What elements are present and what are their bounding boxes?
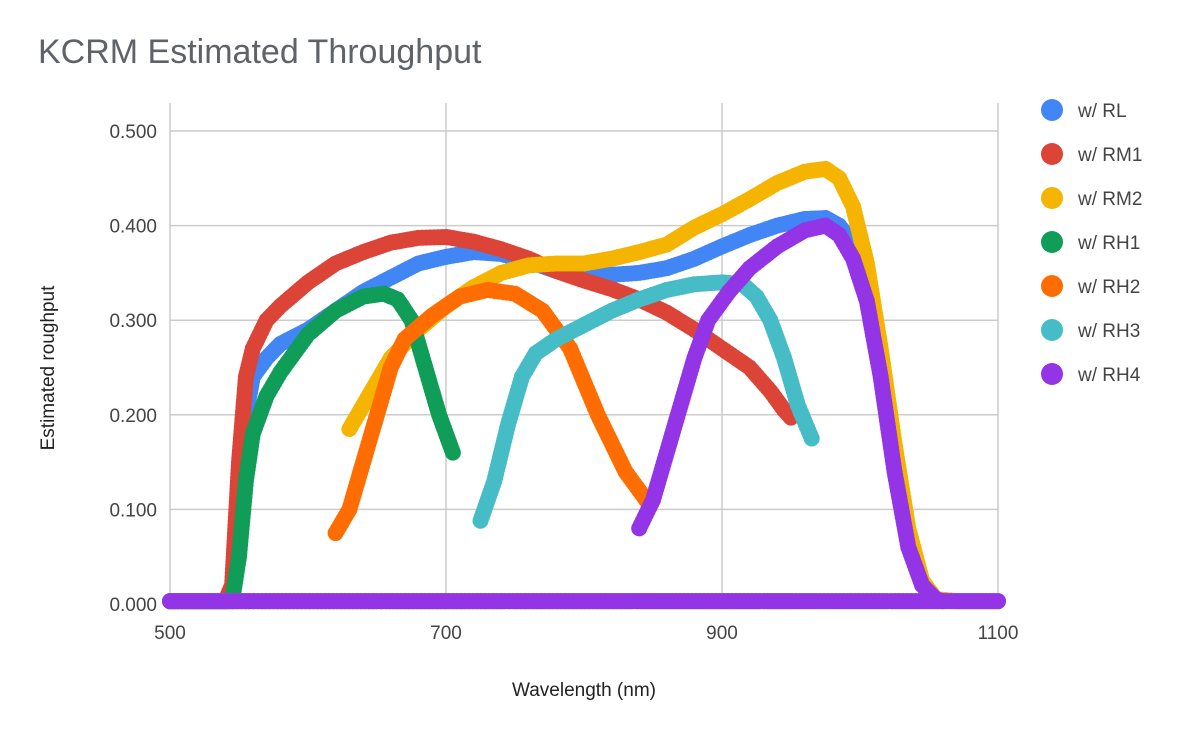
- legend-marker: [1041, 99, 1063, 121]
- legend-marker: [1041, 187, 1063, 209]
- legend-marker: [1041, 143, 1063, 165]
- x-tick-label: 900: [706, 623, 738, 644]
- chart-title: KCRM Estimated Throughput: [38, 33, 482, 71]
- data-point: [444, 444, 461, 461]
- data-point: [803, 430, 820, 447]
- legend-marker: [1041, 231, 1063, 253]
- y-tick-label: 0.300: [109, 311, 157, 332]
- legend[interactable]: w/ RL w/ RM1 w/ RM2 w/ RH1 w/ RH2 w/ RH3 w/ RH…: [1041, 99, 1142, 386]
- legend-label: w/ RM1: [1077, 145, 1142, 166]
- legend-item[interactable]: w/ RM2: [1041, 187, 1142, 210]
- legend-label: w/ RH2: [1077, 277, 1140, 298]
- legend-marker: [1041, 275, 1063, 297]
- x-tick-label: 700: [430, 623, 462, 644]
- legend-item[interactable]: w/ RM1: [1041, 143, 1142, 166]
- x-tick-label: 1100: [978, 623, 1019, 644]
- legend-item[interactable]: w/ RL: [1041, 99, 1127, 122]
- legend-marker: [1041, 319, 1063, 341]
- axis-layer: 0.000 0.100 0.200 0.300 0.400 0.500 500 700 900 1…: [109, 122, 1018, 644]
- data-point: [990, 593, 1006, 610]
- y-tick-label: 0.200: [109, 406, 157, 427]
- series-w-rh1: [162, 285, 461, 610]
- data-point: [934, 593, 951, 610]
- legend-item[interactable]: w/ RH3: [1041, 319, 1140, 342]
- y-axis-label: Estimated roughput: [38, 285, 59, 450]
- y-tick-label: 0.500: [109, 122, 157, 143]
- series-w-rh4: [162, 217, 1006, 610]
- legend-item[interactable]: w/ RH2: [1041, 275, 1140, 298]
- legend-label: w/ RH3: [1077, 321, 1140, 342]
- legend-item[interactable]: w/ RH1: [1041, 231, 1140, 254]
- x-tick-label: 500: [154, 623, 186, 644]
- series-layer: [162, 160, 1006, 610]
- legend-label: w/ RH4: [1077, 365, 1141, 386]
- y-tick-label: 0.000: [109, 595, 157, 616]
- legend-label: w/ RL: [1077, 101, 1127, 122]
- legend-label: w/ RM2: [1077, 189, 1142, 210]
- legend-marker: [1041, 363, 1063, 385]
- x-axis-label: Wavelength (nm): [512, 680, 656, 701]
- y-tick-label: 0.100: [109, 500, 157, 521]
- legend-item[interactable]: w/ RH4: [1041, 363, 1141, 386]
- y-tick-label: 0.400: [109, 217, 157, 238]
- legend-label: w/ RH1: [1077, 233, 1140, 254]
